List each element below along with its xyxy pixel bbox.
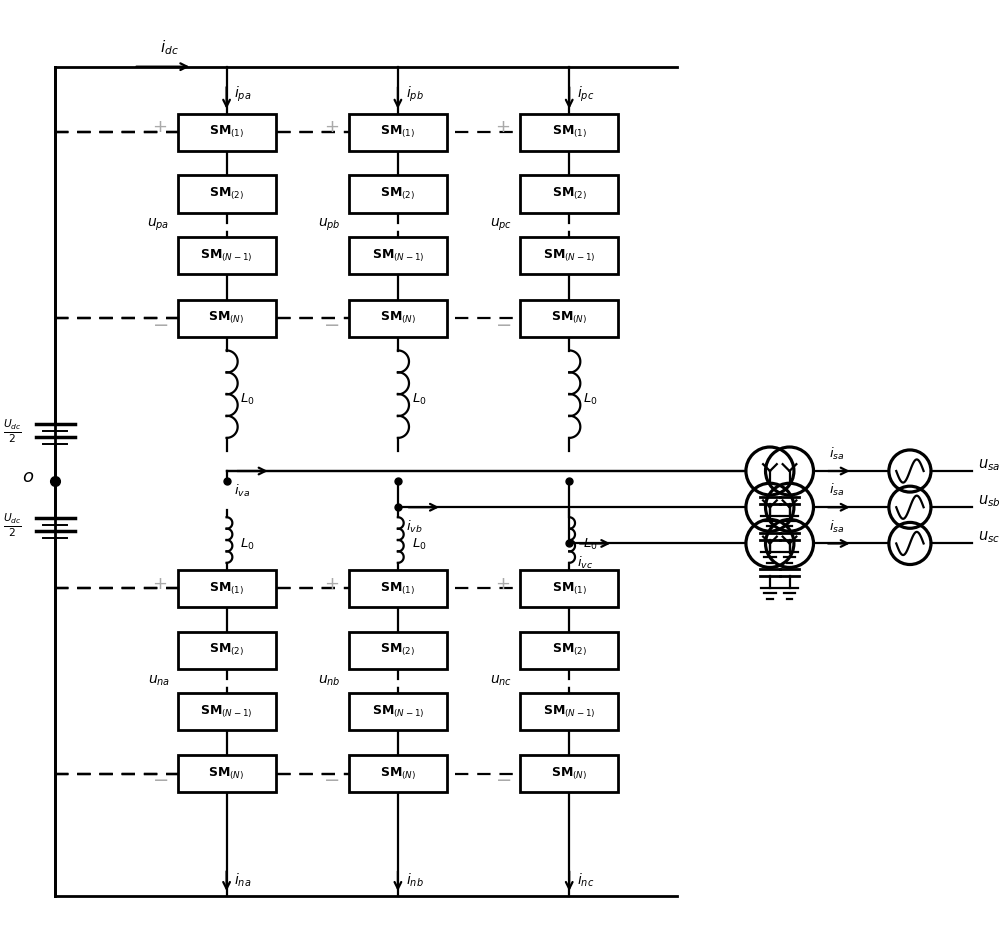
FancyBboxPatch shape [520, 175, 618, 212]
FancyBboxPatch shape [520, 693, 618, 731]
Text: $\mathbf{SM}_{(1)}$: $\mathbf{SM}_{(1)}$ [380, 124, 416, 141]
FancyBboxPatch shape [520, 237, 618, 274]
Text: $-$: $-$ [323, 769, 339, 788]
Text: $i_{pc}$: $i_{pc}$ [577, 85, 594, 104]
Text: $\mathbf{SM}_{(N)}$: $\mathbf{SM}_{(N)}$ [380, 766, 416, 782]
FancyBboxPatch shape [520, 570, 618, 607]
FancyBboxPatch shape [349, 300, 447, 337]
Text: $-$: $-$ [495, 769, 511, 788]
Text: $u_{pa}$: $u_{pa}$ [147, 217, 170, 234]
Text: $\mathbf{SM}_{(N)}$: $\mathbf{SM}_{(N)}$ [551, 766, 587, 782]
Text: $o$: $o$ [22, 468, 34, 486]
Text: $L_0$: $L_0$ [412, 538, 426, 553]
Text: $i_{va}$: $i_{va}$ [234, 483, 251, 499]
FancyBboxPatch shape [349, 632, 447, 669]
Text: $\mathbf{SM}_{(N-1)}$: $\mathbf{SM}_{(N-1)}$ [372, 247, 424, 264]
Text: $\mathbf{SM}_{(1)}$: $\mathbf{SM}_{(1)}$ [209, 124, 244, 141]
Text: $L_0$: $L_0$ [583, 538, 598, 553]
FancyBboxPatch shape [349, 755, 447, 792]
Text: $\mathbf{SM}_{(N-1)}$: $\mathbf{SM}_{(N-1)}$ [372, 703, 424, 720]
Text: $\mathbf{SM}_{(2)}$: $\mathbf{SM}_{(2)}$ [209, 186, 244, 202]
Text: $\mathbf{SM}_{(N-1)}$: $\mathbf{SM}_{(N-1)}$ [543, 247, 595, 264]
Text: $\mathbf{SM}_{(N-1)}$: $\mathbf{SM}_{(N-1)}$ [200, 703, 253, 720]
FancyBboxPatch shape [349, 175, 447, 212]
Text: $+$: $+$ [495, 574, 510, 592]
FancyBboxPatch shape [178, 755, 276, 792]
Text: $L_0$: $L_0$ [583, 391, 598, 406]
Text: $\mathbf{SM}_{(2)}$: $\mathbf{SM}_{(2)}$ [380, 642, 416, 658]
Text: $u_{nc}$: $u_{nc}$ [490, 674, 512, 688]
Text: $u_{pc}$: $u_{pc}$ [490, 217, 512, 234]
Text: $-$: $-$ [495, 314, 511, 333]
Text: $-$: $-$ [323, 314, 339, 333]
Text: $i_{sa}$: $i_{sa}$ [829, 519, 845, 535]
Text: $i_{nc}$: $i_{nc}$ [577, 871, 594, 889]
Text: $\mathbf{SM}_{(N)}$: $\mathbf{SM}_{(N)}$ [551, 310, 587, 326]
Text: $-$: $-$ [152, 314, 168, 333]
Text: $\mathbf{SM}_{(1)}$: $\mathbf{SM}_{(1)}$ [380, 580, 416, 597]
FancyBboxPatch shape [178, 632, 276, 669]
Text: $L_0$: $L_0$ [240, 538, 255, 553]
FancyBboxPatch shape [520, 755, 618, 792]
Text: $i_{vc}$: $i_{vc}$ [577, 555, 593, 571]
Text: $\mathbf{SM}_{(1)}$: $\mathbf{SM}_{(1)}$ [209, 580, 244, 597]
Text: $u_{sa}$: $u_{sa}$ [978, 457, 1000, 473]
Text: $L_0$: $L_0$ [412, 391, 426, 406]
FancyBboxPatch shape [178, 693, 276, 731]
Text: $\mathbf{SM}_{(1)}$: $\mathbf{SM}_{(1)}$ [552, 580, 587, 597]
Text: $\mathbf{SM}_{(2)}$: $\mathbf{SM}_{(2)}$ [380, 186, 416, 202]
Text: $\mathbf{SM}_{(N)}$: $\mathbf{SM}_{(N)}$ [208, 766, 245, 782]
FancyBboxPatch shape [520, 632, 618, 669]
Text: $i_{sa}$: $i_{sa}$ [829, 482, 845, 499]
Text: $\mathbf{SM}_{(N-1)}$: $\mathbf{SM}_{(N-1)}$ [543, 703, 595, 720]
Text: $\mathbf{SM}_{(2)}$: $\mathbf{SM}_{(2)}$ [209, 642, 244, 658]
Text: $L_0$: $L_0$ [240, 391, 255, 406]
Text: $i_{dc}$: $i_{dc}$ [160, 38, 179, 57]
Text: $i_{sa}$: $i_{sa}$ [829, 446, 845, 462]
Text: $\mathbf{SM}_{(N-1)}$: $\mathbf{SM}_{(N-1)}$ [200, 247, 253, 264]
Text: $u_{pb}$: $u_{pb}$ [318, 217, 341, 234]
Text: $+$: $+$ [324, 574, 339, 592]
Text: $\mathbf{SM}_{(2)}$: $\mathbf{SM}_{(2)}$ [552, 642, 587, 658]
FancyBboxPatch shape [178, 175, 276, 212]
Text: $u_{sb}$: $u_{sb}$ [978, 493, 1000, 509]
Text: $+$: $+$ [324, 119, 339, 137]
Text: $\mathbf{SM}_{(N)}$: $\mathbf{SM}_{(N)}$ [380, 310, 416, 326]
Text: $i_{pb}$: $i_{pb}$ [406, 85, 423, 104]
FancyBboxPatch shape [349, 693, 447, 731]
Text: $\mathbf{SM}_{(N)}$: $\mathbf{SM}_{(N)}$ [208, 310, 245, 326]
Text: $i_{na}$: $i_{na}$ [234, 871, 252, 889]
Text: $\frac{U_{dc}}{2}$: $\frac{U_{dc}}{2}$ [3, 511, 22, 538]
Text: $i_{pa}$: $i_{pa}$ [234, 85, 252, 104]
Text: $\mathbf{SM}_{(2)}$: $\mathbf{SM}_{(2)}$ [552, 186, 587, 202]
FancyBboxPatch shape [178, 300, 276, 337]
Text: $\mathbf{SM}_{(1)}$: $\mathbf{SM}_{(1)}$ [552, 124, 587, 141]
FancyBboxPatch shape [349, 114, 447, 151]
FancyBboxPatch shape [178, 570, 276, 607]
FancyBboxPatch shape [349, 237, 447, 274]
FancyBboxPatch shape [520, 300, 618, 337]
Text: $-$: $-$ [152, 769, 168, 788]
FancyBboxPatch shape [520, 114, 618, 151]
Text: $u_{sc}$: $u_{sc}$ [978, 530, 1000, 545]
Text: $u_{nb}$: $u_{nb}$ [318, 674, 341, 688]
Text: $i_{vb}$: $i_{vb}$ [406, 519, 422, 535]
Text: $i_{nb}$: $i_{nb}$ [406, 871, 423, 889]
FancyBboxPatch shape [178, 237, 276, 274]
FancyBboxPatch shape [178, 114, 276, 151]
Text: $+$: $+$ [152, 574, 168, 592]
Text: $+$: $+$ [152, 119, 168, 137]
Text: $u_{na}$: $u_{na}$ [148, 674, 170, 688]
FancyBboxPatch shape [349, 570, 447, 607]
Text: $\frac{U_{dc}}{2}$: $\frac{U_{dc}}{2}$ [3, 417, 22, 444]
Text: $+$: $+$ [495, 119, 510, 137]
